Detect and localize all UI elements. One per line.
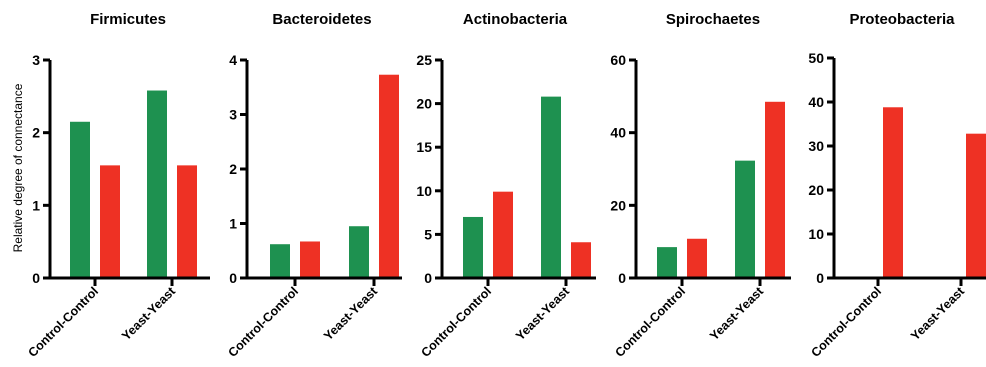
- bar: [765, 101, 785, 279]
- x-tick-label: Yeast-Yeast: [119, 284, 179, 344]
- chart-title: Proteobacteria: [849, 11, 955, 28]
- y-tick-label: 25: [416, 52, 432, 68]
- bar: [883, 107, 903, 278]
- y-tick-label: 2: [32, 125, 40, 141]
- x-tick-label: Yeast-Yeast: [513, 284, 573, 344]
- y-tick-label: 15: [416, 139, 432, 155]
- bar: [966, 133, 986, 278]
- chart-panel-2: Bacteroidetes Control-Control Yeast-Yeast 0…: [225, 11, 402, 360]
- y-tick-label: 20: [808, 182, 824, 198]
- y-tick-label: 0: [816, 270, 824, 286]
- bar: [70, 121, 90, 279]
- y-tick-label: 50: [808, 50, 824, 66]
- y-tick-label: 10: [808, 226, 824, 242]
- chart-title: Spirochaetes: [666, 11, 760, 28]
- y-tick-label: 0: [32, 270, 40, 286]
- chart-panel-4: Spirochaetes Control-Control Yeast-Yeast 0 2…: [610, 11, 791, 360]
- x-tick-label: Control-Control: [612, 284, 688, 360]
- bar: [735, 160, 755, 278]
- x-tick-label: Control-Control: [225, 284, 301, 360]
- bar: [300, 241, 320, 278]
- x-tick-label: Yeast-Yeast: [321, 284, 381, 344]
- bar: [177, 165, 197, 278]
- x-tick-label: Control-Control: [418, 284, 494, 360]
- bar: [270, 244, 290, 278]
- y-tick-label: 2: [229, 161, 237, 177]
- x-tick-label: Control-Control: [808, 284, 884, 360]
- bar: [100, 165, 120, 278]
- chart-title: Actinobacteria: [463, 11, 568, 28]
- x-tick-label: Yeast-Yeast: [707, 284, 767, 344]
- y-axis-label: Relative degree of connectance: [11, 83, 25, 252]
- bar: [541, 96, 561, 279]
- y-tick-label: 1: [32, 197, 40, 213]
- y-tick-label: 5: [424, 226, 432, 242]
- x-tick-label: Yeast-Yeast: [908, 284, 968, 344]
- bar: [657, 247, 677, 278]
- y-tick-label: 4: [229, 52, 237, 68]
- bar: [687, 238, 707, 278]
- bar: [147, 90, 167, 279]
- y-tick-label: 1: [229, 216, 237, 232]
- y-tick-label: 0: [229, 270, 237, 286]
- y-tick-label: 40: [808, 94, 824, 110]
- chart-panel-3: Actinobacteria Control-Control Yeast-Yeast…: [416, 11, 596, 360]
- chart-panel-5: Proteobacteria Control-Control Yeast-Yeast…: [808, 11, 986, 360]
- bar: [349, 226, 369, 278]
- bar: [571, 242, 591, 278]
- chart-panel-1: Firmicutes Control-Control Yeast-Yeast 0 1 2 3: [25, 11, 210, 360]
- y-tick-label: 20: [416, 96, 432, 112]
- y-tick-label: 60: [610, 52, 626, 68]
- y-tick-label: 40: [610, 125, 626, 141]
- y-tick-label: 10: [416, 183, 432, 199]
- chart-title: Bacteroidetes: [272, 11, 371, 28]
- y-tick-label: 30: [808, 138, 824, 154]
- y-tick-label: 0: [424, 270, 432, 286]
- bar: [493, 191, 513, 278]
- chart-title: Firmicutes: [90, 11, 166, 28]
- y-tick-label: 0: [618, 270, 626, 286]
- x-tick-label: Control-Control: [25, 284, 101, 360]
- bar: [379, 74, 399, 278]
- y-tick-label: 20: [610, 197, 626, 213]
- bar: [463, 216, 483, 278]
- y-tick-label: 3: [229, 107, 237, 123]
- y-tick-label: 3: [32, 52, 40, 68]
